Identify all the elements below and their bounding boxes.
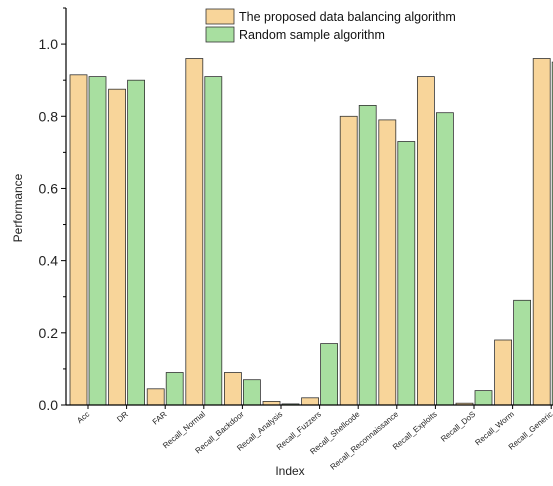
bar-proposed-recall-shellcode <box>339 115 358 406</box>
bar-proposed-dr <box>108 88 126 406</box>
bar-random-recall-reconnaissance <box>397 141 416 406</box>
bar-random-recall-backdoor <box>242 379 261 406</box>
x-tick-label-recall-reconnaissance: Recall_Reconnaissance <box>329 409 401 471</box>
bar-proposed-recall-fuzzers <box>301 397 320 406</box>
y-tick-label: 0.8 <box>39 108 59 124</box>
y-axis-title: Performance <box>11 173 25 242</box>
bar-random-recall-exploits <box>435 112 454 406</box>
bar-proposed-recall-worm <box>494 339 513 406</box>
y-tick-label: 1.0 <box>39 36 59 52</box>
bars-group <box>69 58 553 406</box>
bar-proposed-recall-backdoor <box>223 372 242 406</box>
bar-proposed-recall-reconnaissance <box>378 119 397 406</box>
bar-proposed-far <box>146 388 165 406</box>
legend-label-random: Random sample algorithm <box>239 28 385 42</box>
bar-proposed-recall-exploits <box>416 76 435 406</box>
bar-proposed-recall-generic <box>532 58 551 406</box>
x-tick-label-recall-dos: Recall_DoS <box>439 410 477 444</box>
y-ticks-group: 0.0 0.2 0.4 0.6 0.8 1.0 <box>39 7 66 413</box>
bar-random-recall-fuzzers <box>320 343 339 406</box>
x-tick-label-acc: Acc <box>75 410 91 425</box>
y-tick-label: 0.2 <box>39 325 59 341</box>
bar-random-dr <box>127 79 145 406</box>
x-tick-label-far: FAR <box>151 409 169 426</box>
bar-random-recall-dos <box>474 390 493 406</box>
bar-proposed-recall-normal <box>185 58 204 406</box>
bar-proposed-acc <box>69 74 88 406</box>
x-ticks-group: Acc DR FARRecall_NormalRecall_BackdoorReca… <box>75 405 553 472</box>
legend-swatch-proposed <box>205 8 235 25</box>
axes-group <box>65 8 553 406</box>
bar-random-acc <box>88 76 107 406</box>
legend-label-proposed: The proposed data balancing algorithm <box>239 10 456 24</box>
bar-random-recall-normal <box>204 76 223 406</box>
legend-swatch-random <box>205 26 235 43</box>
y-tick-label: 0.0 <box>39 397 59 413</box>
bar-random-recall-shellcode <box>358 105 377 406</box>
legend: The proposed data balancing algorithm Ra… <box>205 8 456 43</box>
x-tick-label-dr: DR <box>115 409 130 423</box>
x-axis-title: Index <box>275 464 304 478</box>
bar-random-recall-worm <box>513 299 531 406</box>
y-tick-label: 0.4 <box>39 253 59 269</box>
bar-random-far <box>165 372 184 406</box>
y-tick-label: 0.6 <box>39 180 59 196</box>
